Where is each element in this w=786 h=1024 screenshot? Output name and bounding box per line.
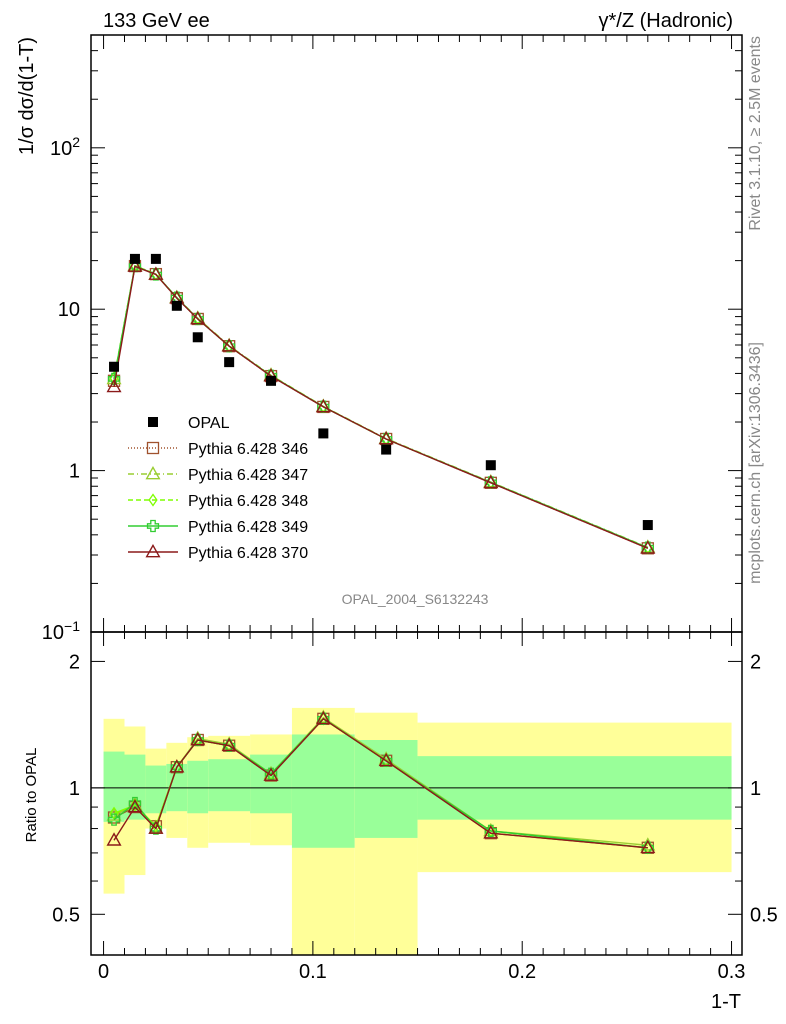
- opal-data-point: [318, 428, 329, 439]
- ratio-y-tick-label-right: 1: [750, 778, 761, 800]
- legend: OPAL Pythia 6.428 346 Pythia 6.428 347 Pyth…: [128, 415, 308, 562]
- main-y-tick-exponent: 2: [72, 134, 80, 150]
- ratio-ylabel: Ratio to OPAL: [23, 748, 40, 843]
- legend-marker: [148, 493, 158, 507]
- main-y-tick-exponent: −1: [64, 618, 80, 634]
- ratio-y-tick-label-left: 1: [69, 778, 80, 800]
- ratio-series-point: [106, 832, 122, 846]
- ratio-series-point: [640, 839, 656, 854]
- ratio-axes: 0.5 0.5 1 1 2 2 0 0.1 0.2 0.3: [52, 632, 778, 983]
- ratio-series-point: [109, 806, 119, 820]
- legend-marker-opal: [148, 417, 158, 427]
- ratio-series-point: [640, 837, 656, 851]
- opal-data-point: [642, 520, 653, 531]
- header-right: γ*/Z (Hadronic): [599, 10, 733, 32]
- ratio-x-tick-label: 0: [98, 961, 109, 983]
- main-y-tick-label: 1: [69, 461, 80, 483]
- analysis-id: OPAL_2004_S6132243: [342, 591, 489, 607]
- opal-data-point: [224, 357, 235, 368]
- ratio-series-point: [315, 710, 331, 725]
- legend-label: Pythia 6.428 346: [188, 441, 308, 458]
- ratio-y-tick-label-right: 2: [750, 651, 761, 673]
- main-series-line: [113, 265, 649, 549]
- opal-data-point: [381, 444, 392, 455]
- ratio-band-inner: [145, 765, 167, 814]
- opal-data-point: [485, 460, 496, 471]
- opal-data-point: [171, 300, 182, 311]
- main-series-point: [640, 540, 656, 554]
- ratio-y-tick-label-left: 0.5: [52, 904, 80, 926]
- rivet-info: Rivet 3.1.10, ≥ 2.5M events: [747, 36, 764, 231]
- ratio-y-tick-label-left: 2: [69, 651, 80, 673]
- ratio-xlabel: 1-T: [711, 991, 741, 1013]
- main-panel: 10−1 1 10 102 1/σ dσ/d(1-T) OPAL_2004_S6132…: [16, 34, 743, 644]
- ratio-panel: 0.5 0.5 1 1 2 2 0 0.1 0.2 0.3 Ratio to OPAL 1-T: [23, 631, 778, 1013]
- main-series-point: [378, 430, 394, 445]
- header-left: 133 GeV ee: [103, 10, 210, 32]
- ratio-series-point: [127, 799, 143, 813]
- main-series-point: [190, 310, 206, 325]
- mcplots-info: mcplots.cern.ch [arXiv:1306.3436]: [747, 342, 764, 584]
- main-series-point: [106, 378, 122, 393]
- main-series-layer: [106, 257, 656, 555]
- main-y-tick-label: 10−1: [42, 618, 80, 644]
- legend-label: Pythia 6.428 347: [188, 467, 308, 484]
- main-y-tick-label: 102: [50, 134, 80, 160]
- main-data-layer: [109, 253, 653, 531]
- main-axes: 10−1 1 10 102: [42, 34, 742, 644]
- ratio-series-point: [483, 825, 499, 839]
- ratio-frame: [90, 631, 743, 956]
- main-y-tick-label: 10: [58, 299, 80, 321]
- ratio-series-line: [113, 717, 648, 849]
- legend-label: Pythia 6.428 349: [188, 519, 308, 536]
- main-series-point: [127, 258, 143, 272]
- ratio-series-point: [190, 731, 206, 746]
- opal-data-point: [266, 375, 277, 386]
- opal-data-point: [150, 253, 161, 264]
- ratio-x-tick-label: 0.2: [508, 961, 536, 983]
- ratio-band-inner: [103, 751, 125, 822]
- legend-marker: [146, 519, 160, 533]
- ratio-band-inner: [208, 759, 251, 812]
- legend-label: Pythia 6.428 348: [188, 493, 308, 510]
- ratio-series-point: [148, 820, 164, 834]
- ratio-series-point: [107, 813, 121, 826]
- main-ylabel: 1/σ dσ/d(1-T): [16, 37, 38, 155]
- opal-data-point: [192, 332, 203, 343]
- ratio-series-point: [130, 798, 140, 812]
- legend-label: Pythia 6.428 370: [188, 545, 308, 562]
- legend-marker: [146, 441, 160, 455]
- ratio-band-inner: [291, 734, 355, 848]
- ratio-series-point: [221, 737, 237, 752]
- legend-label-opal: OPAL: [188, 415, 230, 432]
- main-series-point: [315, 398, 331, 413]
- main-series-point: [148, 266, 164, 280]
- ratio-series-layer: [106, 709, 656, 855]
- ratio-x-tick-label: 0.1: [299, 961, 327, 983]
- opal-data-point: [109, 361, 120, 372]
- ratio-series-point: [378, 752, 394, 767]
- ratio-series-point: [169, 759, 185, 773]
- legend-marker: [145, 543, 161, 558]
- ratio-band-inner: [187, 760, 209, 814]
- ratio-series-point: [263, 767, 279, 781]
- main-series-point: [221, 338, 237, 352]
- ratio-x-tick-label: 0.3: [718, 961, 746, 983]
- opal-data-point: [129, 253, 140, 264]
- legend-marker: [145, 465, 161, 480]
- ratio-y-tick-label-right: 0.5: [750, 904, 778, 926]
- main-series-point: [483, 474, 499, 489]
